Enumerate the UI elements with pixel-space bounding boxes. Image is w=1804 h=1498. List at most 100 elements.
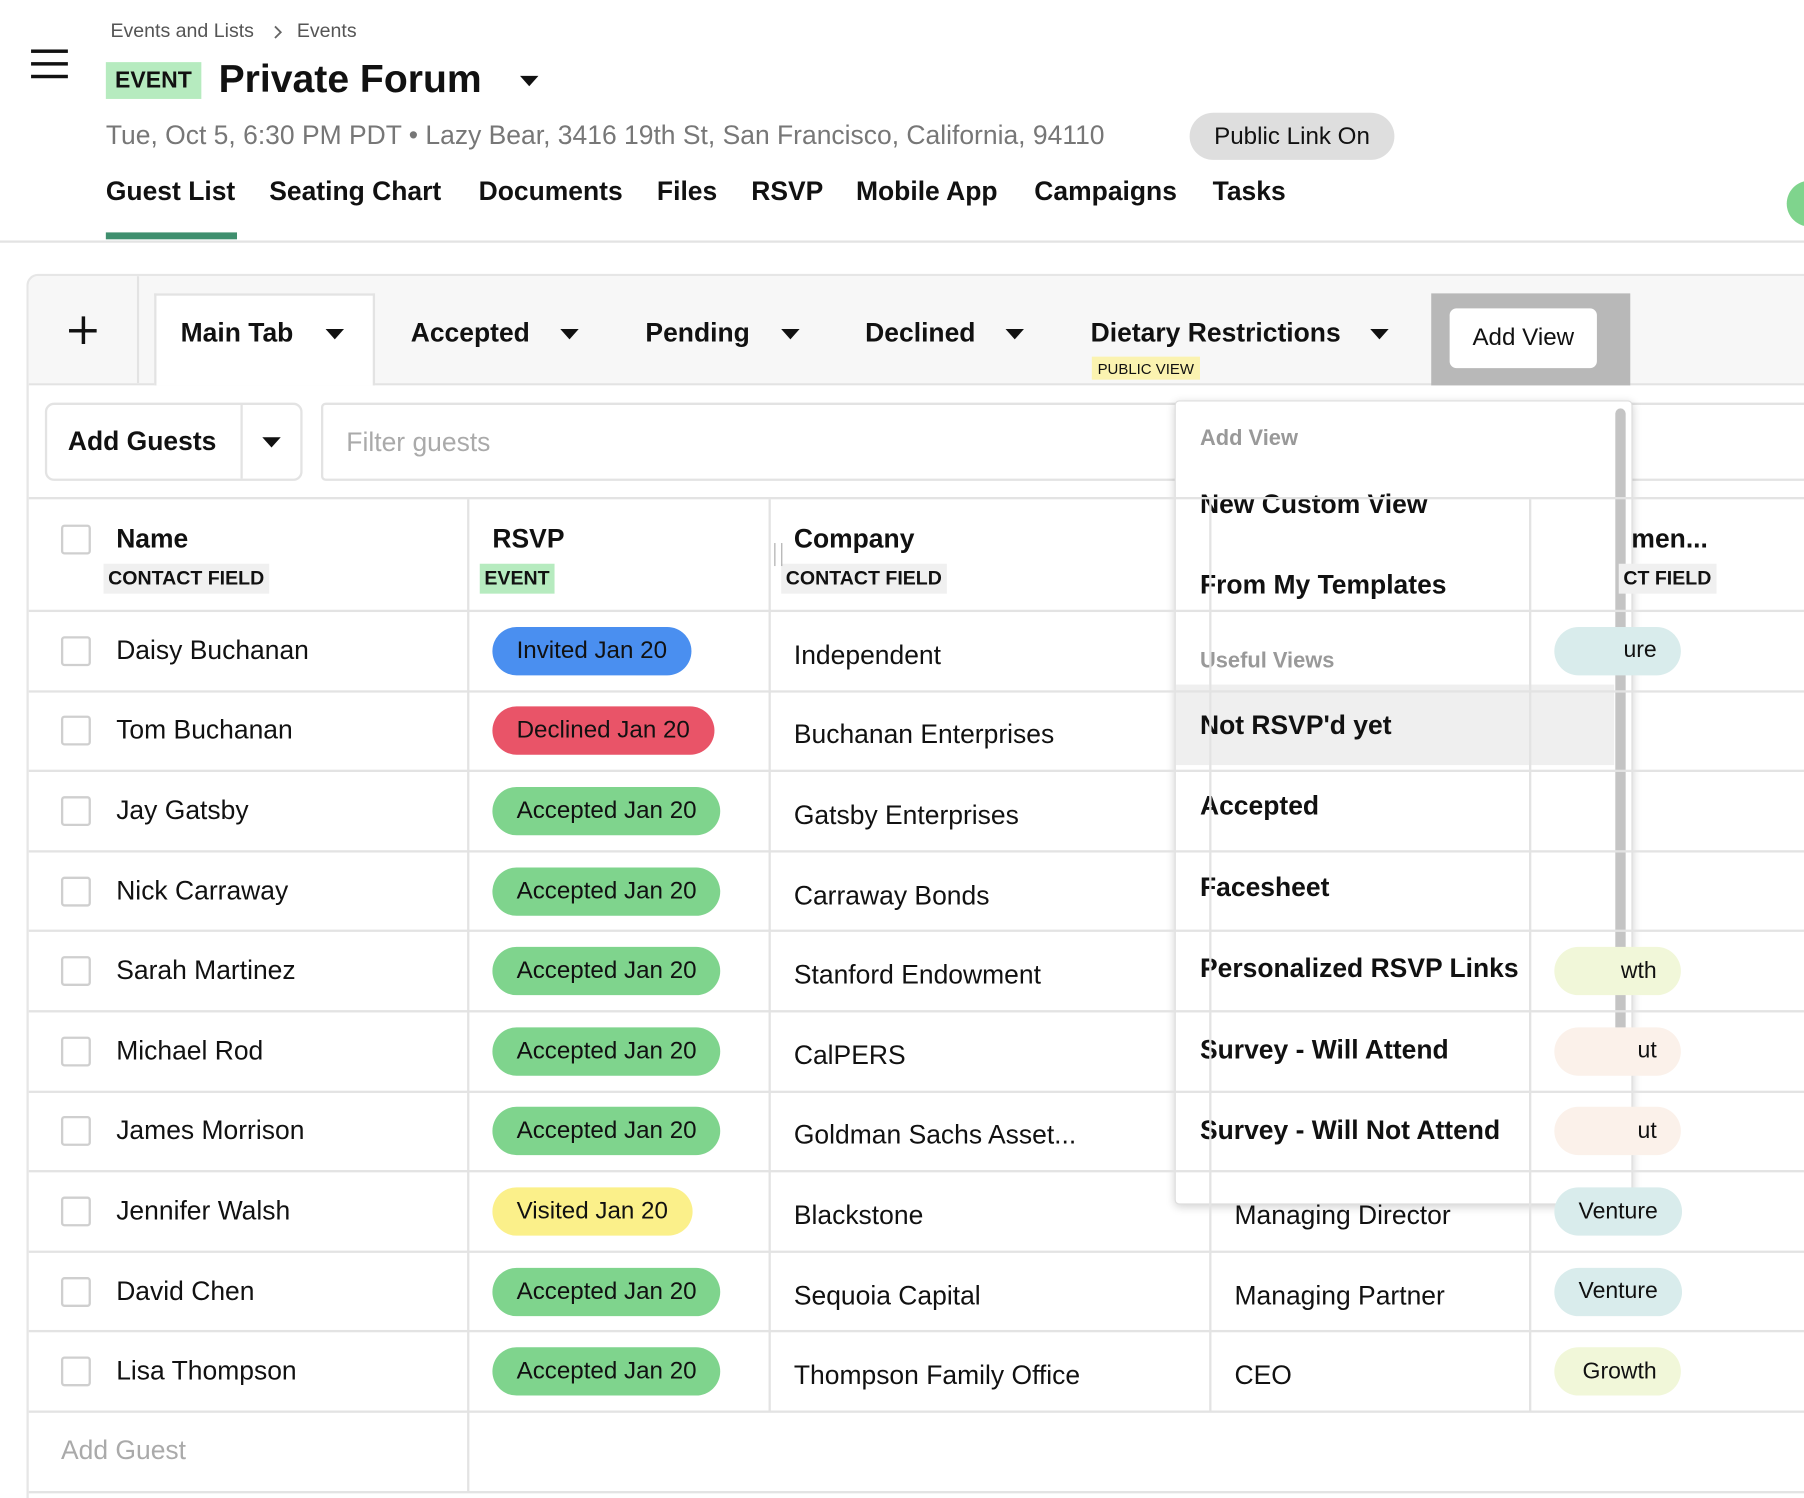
scrollbar[interactable] [1615, 408, 1626, 1032]
tag: wth [1554, 947, 1681, 996]
header-checkbox[interactable] [60, 524, 91, 555]
menu-item[interactable]: Facesheet [1199, 871, 1330, 902]
row-checkbox[interactable] [60, 1036, 91, 1067]
tab-dropdown[interactable] [560, 329, 579, 340]
tag: Venture [1554, 1187, 1682, 1236]
column-title: Company [793, 523, 915, 554]
nav-tab[interactable]: Campaigns [1034, 176, 1177, 206]
row-border [28, 1010, 1804, 1013]
view-tab[interactable]: Dietary Restrictions [1090, 317, 1341, 348]
guest-name[interactable]: James Morrison [116, 1115, 305, 1146]
company: Blackstone [793, 1199, 924, 1230]
guest-name[interactable]: Sarah Martinez [116, 955, 296, 986]
row-checkbox[interactable] [60, 1196, 91, 1227]
guest-name[interactable]: Nick Carraway [116, 875, 289, 905]
company: Sequoia Capital [793, 1280, 981, 1310]
menu-item[interactable]: From My Templates [1199, 569, 1447, 600]
nav-tab[interactable]: Documents [478, 176, 623, 206]
row-checkbox[interactable] [60, 1276, 91, 1307]
add-view-button[interactable]: Add View [1449, 308, 1597, 369]
menu-section-label: Useful Views [1199, 648, 1335, 674]
nav-tab[interactable]: Tasks [1212, 176, 1286, 206]
column-title: Name [116, 523, 189, 554]
public-view-badge: PUBLIC VIEW [1091, 356, 1200, 380]
nav-tab[interactable]: Mobile App [855, 176, 998, 206]
add-view-menu: Add View New Custom View From My Templates… [1174, 400, 1633, 1205]
menu-item[interactable]: Survey - Will Attend [1199, 1033, 1449, 1064]
guest-name[interactable]: Jay Gatsby [116, 794, 249, 825]
row-border [28, 1250, 1804, 1253]
guest-name[interactable]: Tom Buchanan [116, 714, 293, 745]
nav-tab[interactable]: Guest List [105, 176, 236, 206]
event-badge: EVENT [105, 62, 201, 99]
view-tab[interactable]: Pending [645, 317, 750, 348]
add-guests-button[interactable] [44, 402, 303, 481]
row-checkbox[interactable] [60, 796, 91, 827]
menu-item[interactable]: Personalized RSVP Links [1199, 952, 1519, 983]
header-divider [0, 240, 1804, 243]
avatar[interactable] [1786, 180, 1804, 227]
tab-dropdown[interactable] [325, 329, 344, 340]
job-title: CEO [1234, 1360, 1292, 1391]
row-checkbox[interactable] [60, 716, 91, 746]
row-border [28, 689, 1804, 693]
row-checkbox[interactable] [60, 956, 91, 987]
nav-tab[interactable]: Seating Chart [269, 176, 442, 206]
guest-name[interactable]: David Chen [116, 1275, 255, 1306]
tab-dropdown[interactable] [1005, 329, 1024, 340]
header-border [28, 497, 1804, 500]
menu-item[interactable]: Accepted [1199, 790, 1320, 821]
add-guest-row[interactable]: Add Guest [60, 1434, 187, 1465]
menu-section-label: Add View [1199, 426, 1298, 451]
menu-item[interactable]: Survey - Will Not Attend [1199, 1114, 1501, 1145]
guest-name[interactable]: Jennifer Walsh [116, 1195, 291, 1226]
company: Buchanan Enterprises [793, 719, 1055, 750]
nav-underline [105, 232, 238, 240]
column-title: RSVP [492, 523, 565, 554]
column-type: CT FIELD [1618, 563, 1716, 594]
breadcrumb-separator [274, 25, 283, 39]
tag: Growth [1554, 1347, 1681, 1396]
menu-button[interactable] [31, 49, 68, 79]
row-checkbox[interactable] [60, 1356, 91, 1387]
view-tab[interactable]: Accepted [410, 317, 530, 348]
guest-name[interactable]: Lisa Thompson [116, 1355, 297, 1386]
view-tab[interactable]: Main Tab [180, 317, 294, 348]
add-tab-button[interactable] [28, 276, 140, 384]
rsvp-status: Accepted Jan 20 [492, 947, 721, 996]
public-link-pill[interactable]: Public Link On [1189, 112, 1395, 160]
event-title: Private Forum [218, 57, 482, 102]
rsvp-status: Accepted Jan 20 [492, 1347, 721, 1396]
tab-dropdown[interactable] [1370, 329, 1389, 340]
view-tab[interactable]: Declined [865, 317, 976, 348]
nav-tab[interactable]: RSVP [751, 176, 824, 206]
row-checkbox[interactable] [60, 1116, 91, 1147]
company: Carraway Bonds [793, 879, 990, 910]
guest-name[interactable]: Daisy Buchanan [116, 634, 309, 665]
rsvp-status: Accepted Jan 20 [492, 786, 721, 836]
column-border [1209, 499, 1212, 1412]
rsvp-status: Accepted Jan 20 [492, 1107, 721, 1156]
menu-item[interactable]: New Custom View [1199, 488, 1428, 519]
breadcrumb-link[interactable]: Events and Lists [110, 19, 254, 42]
title-dropdown[interactable] [520, 75, 539, 87]
add-guests-label[interactable]: Add Guests [67, 425, 217, 456]
job-title: Managing Partner [1234, 1280, 1445, 1310]
breadcrumb-link[interactable]: Events [296, 19, 357, 42]
filter-input[interactable] [320, 402, 1804, 481]
row-checkbox[interactable] [60, 876, 91, 907]
button-divider [240, 404, 243, 479]
add-guests-dropdown[interactable] [262, 437, 281, 448]
nav-tab[interactable]: Files [656, 176, 718, 206]
row-checkbox[interactable] [60, 635, 91, 666]
tag: ut [1554, 1107, 1681, 1156]
company: Goldman Sachs Asset... [793, 1119, 1077, 1150]
filter-placeholder[interactable]: Filter guests [346, 426, 491, 457]
event-details: Tue, Oct 5, 6:30 PM PDT • Lazy Bear, 341… [105, 119, 1105, 150]
row-border [28, 1410, 1804, 1413]
guest-name[interactable]: Michael Rod [116, 1035, 264, 1066]
tab-dropdown[interactable] [781, 329, 800, 340]
menu-item[interactable]: Not RSVP'd yet [1175, 684, 1615, 766]
rsvp-status: Accepted Jan 20 [492, 867, 721, 916]
